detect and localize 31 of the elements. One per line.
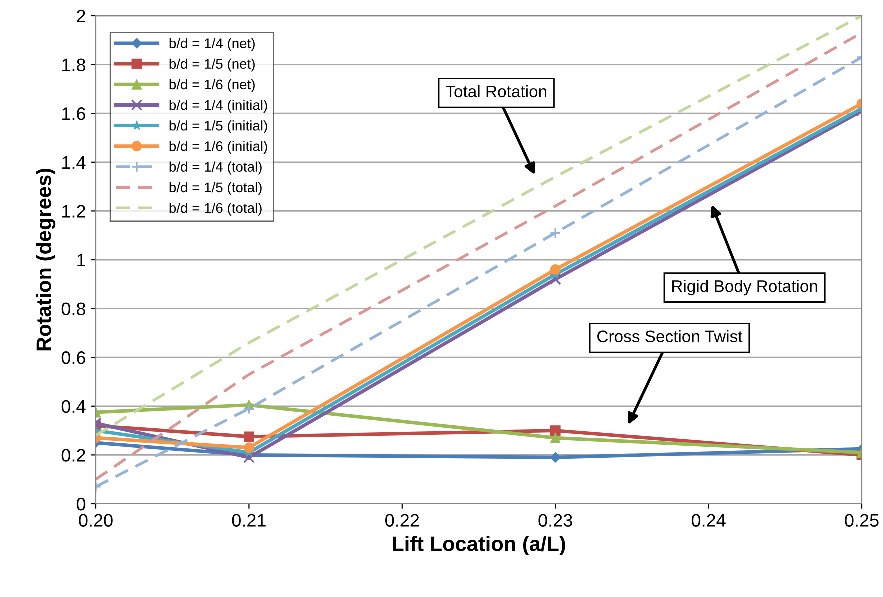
annotation: Cross Section Twist bbox=[598, 330, 743, 343]
legend-label: b/d = 1/5 (net) bbox=[170, 58, 255, 72]
legend-label: b/d = 1/6 (total) bbox=[170, 202, 262, 216]
legend-label: b/d = 1/4 (total) bbox=[170, 162, 262, 175]
x-tick-label: 0.25 bbox=[845, 514, 879, 527]
y-tick-label: 1.8 bbox=[62, 58, 86, 72]
legend-label: b/d = 1/5 (initial) bbox=[170, 120, 268, 134]
legend-label: b/d = 1/5 (total) bbox=[170, 182, 262, 196]
legend-label: b/d = 1/4 (net) bbox=[170, 38, 255, 52]
y-tick-label: 0 bbox=[76, 498, 86, 511]
annotation: Total Rotation bbox=[446, 85, 546, 98]
legend-label: b/d = 1/6 (initial) bbox=[170, 141, 268, 154]
x-axis-title: Lift Location (a/L) bbox=[393, 536, 566, 556]
y-tick-label: 0.8 bbox=[62, 302, 86, 316]
x-tick-label: 0.21 bbox=[232, 514, 266, 527]
y-tick-label: 0.4 bbox=[62, 400, 86, 414]
y-tick-label: 1.2 bbox=[62, 205, 86, 218]
annotation: Rigid Body Rotation bbox=[672, 280, 818, 296]
y-tick-label: 2 bbox=[77, 10, 86, 23]
y-tick-label: 1 bbox=[78, 254, 86, 267]
x-tick-label: 0.22 bbox=[386, 514, 420, 527]
y-tick-label: 0.6 bbox=[62, 352, 86, 364]
y-tick-label: 1.6 bbox=[62, 108, 86, 120]
y-tick-label: 0.2 bbox=[62, 449, 86, 462]
y-axis-title: Rotation (degrees) bbox=[36, 169, 56, 351]
x-tick-label: 0.24 bbox=[692, 514, 726, 527]
x-tick-label: 0.23 bbox=[538, 514, 572, 527]
x-tick-label: 0.20 bbox=[79, 514, 113, 527]
legend-label: b/d = 1/6 (net) bbox=[170, 79, 255, 92]
y-tick-label: 1.4 bbox=[62, 156, 86, 169]
legend-label: b/d = 1/4 (initial) bbox=[170, 100, 268, 113]
